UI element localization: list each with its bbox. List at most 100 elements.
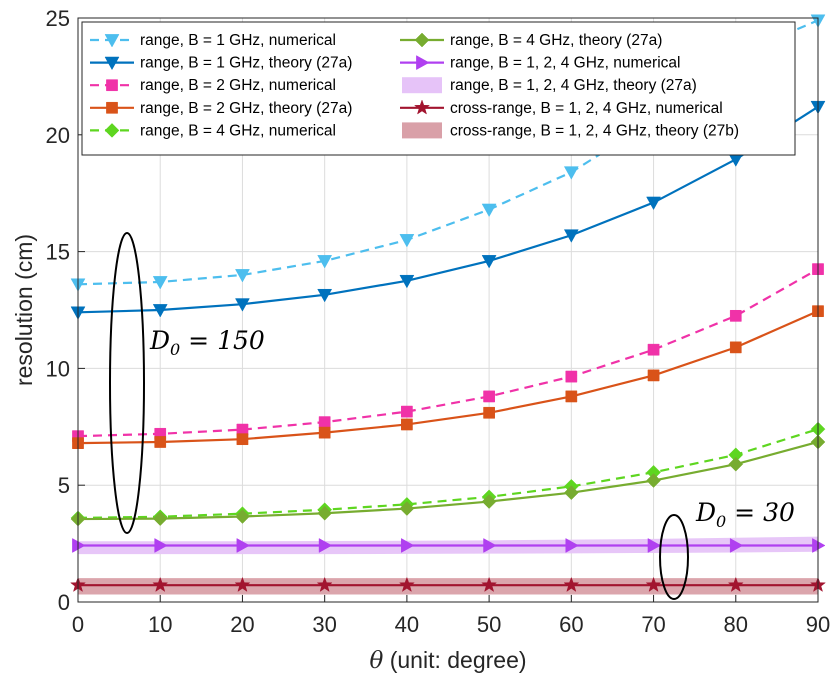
series-3-marker-6 <box>565 390 578 403</box>
series-5-marker-3 <box>317 505 333 521</box>
series-5 <box>70 434 826 527</box>
series-6-marker-8 <box>729 538 744 553</box>
y-tick-label-4: 20 <box>46 123 70 148</box>
x-tick-label-0: 0 <box>72 612 84 637</box>
legend-entry-6: range, B = 1, 2, 4 GHz, numerical <box>400 55 680 72</box>
series-5-marker-2 <box>235 509 250 524</box>
series-3-marker-2 <box>236 433 249 446</box>
annotation-d0-30-eq: = <box>726 498 763 527</box>
series-6-marker-9 <box>812 538 826 553</box>
series-0-marker-6 <box>563 166 579 180</box>
series-3-marker-5 <box>483 406 495 419</box>
legend-entry-9: cross-range, B = 1, 2, 4 GHz, theory (27… <box>402 122 739 139</box>
series-5-marker-6 <box>563 485 579 501</box>
legend-entry-7: range, B = 1, 2, 4 GHz, theory (27a) <box>402 77 697 94</box>
x-tick-label-7: 70 <box>641 612 665 637</box>
legend-label-5: range, B = 4 GHz, theory (27a) <box>450 32 662 49</box>
x-tick-label-2: 20 <box>230 612 254 637</box>
legend-marker-3 <box>106 101 118 114</box>
series-0-marker-2 <box>235 269 250 283</box>
y-tick-label-5: 25 <box>46 6 70 31</box>
series-4-line <box>77 428 819 520</box>
series-1-marker-4 <box>399 274 415 289</box>
annotation-d0-30: D0 = 30 <box>695 498 795 531</box>
series-5-marker-4 <box>399 501 415 516</box>
annotation-d0-30-symbol: D <box>695 498 716 527</box>
series-6-marker-2 <box>236 538 250 553</box>
series-8-marker-2 <box>234 576 251 593</box>
x-tick-label-3: 30 <box>312 612 336 637</box>
legend-label-2: range, B = 2 GHz, numerical <box>140 77 336 94</box>
series-3-marker-3 <box>318 426 331 439</box>
series-3-marker-4 <box>401 418 413 431</box>
legend-entry-2: range, B = 2 GHz, numerical <box>90 77 336 94</box>
ellipse-d0-30 <box>659 514 689 600</box>
series-8-marker-1 <box>152 576 169 593</box>
series-5-marker-5 <box>481 494 497 509</box>
series-3-marker-8 <box>729 341 742 354</box>
legend-entry-3: range, B = 2 GHz, theory (27a) <box>90 100 352 117</box>
legend: range, B = 1 GHz, numerical range, B = 1 … <box>81 21 796 156</box>
legend-entry-0: range, B = 1 GHz, numerical <box>90 32 336 49</box>
legend-marker-1 <box>104 56 120 71</box>
series-1-marker-2 <box>235 298 250 312</box>
annotation-d0-150-symbol: D <box>149 326 170 355</box>
x-tick-label-1: 10 <box>148 612 172 637</box>
series-8-marker-4 <box>398 576 415 593</box>
legend-label-9: cross-range, B = 1, 2, 4 GHz, theory (27… <box>450 122 739 139</box>
series-3-marker-1 <box>154 436 167 448</box>
annotation-d0-150-eq: = <box>180 326 217 355</box>
x-axis-label: θ (unit: degree) <box>369 647 526 674</box>
series-6-marker-7 <box>647 538 662 553</box>
series-0-marker-5 <box>481 203 497 218</box>
legend-marker-8 <box>413 99 431 115</box>
series-1-marker-6 <box>563 229 579 243</box>
legend-marker-6 <box>416 55 430 71</box>
legend-marker-0 <box>104 34 120 48</box>
annotation-d0-150-sub: 0 <box>170 340 180 359</box>
series-8-marker-8 <box>727 576 744 593</box>
legend-label-6: range, B = 1, 2, 4 GHz, numerical <box>450 55 680 72</box>
x-axis-label-unit: (unit: degree) <box>383 647 526 673</box>
x-tick-label-6: 60 <box>559 612 583 637</box>
series-0-marker-4 <box>399 234 415 248</box>
series-8-marker-7 <box>645 576 662 593</box>
series-6-marker-4 <box>401 538 415 553</box>
legend-label-3: range, B = 2 GHz, theory (27a) <box>140 100 352 117</box>
legend-label-8: cross-range, B = 1, 2, 4 GHz, numerical <box>450 100 723 117</box>
series-2-marker-4 <box>401 405 413 418</box>
series-2-marker-5 <box>483 390 495 403</box>
ellipse-d0-150 <box>109 232 145 534</box>
x-axis-label-theta: θ <box>369 648 383 674</box>
x-tick-label-4: 40 <box>395 612 419 637</box>
series-6-marker-5 <box>483 538 497 553</box>
legend-marker-4 <box>104 123 120 138</box>
series-2-marker-8 <box>729 309 742 322</box>
band-series-9 <box>78 578 818 595</box>
axis-ticks: 0 10 20 30 40 50 60 70 80 90 0 5 10 15 20 25 <box>46 6 830 637</box>
x-tick-label-5: 50 <box>477 612 501 637</box>
series-1-marker-7 <box>646 196 661 211</box>
plot-frame <box>77 17 819 603</box>
legend-marker-5 <box>414 32 430 48</box>
series-2-marker-7 <box>647 343 660 356</box>
series-1-line <box>77 105 819 314</box>
series-1-marker-5 <box>481 255 497 269</box>
legend-entry-1: range, B = 1 GHz, theory (27a) <box>90 55 352 72</box>
legend-swatch-7 <box>402 77 442 94</box>
series-0-marker-1 <box>152 276 168 290</box>
x-tick-label-9: 90 <box>806 612 830 637</box>
series-5-marker-8 <box>728 456 744 472</box>
series-6-marker-1 <box>154 538 168 553</box>
y-axis-label: resolution (cm) <box>11 234 37 386</box>
series-3-marker-7 <box>647 369 660 382</box>
annotation-d0-150: D0 = 150 <box>149 326 265 359</box>
series-8-marker-3 <box>316 576 333 593</box>
series-6 <box>72 538 826 553</box>
series-6-marker-3 <box>318 538 333 553</box>
legend-label-7: range, B = 1, 2, 4 GHz, theory (27a) <box>450 77 697 94</box>
x-tick-label-8: 80 <box>724 612 748 637</box>
series-8-marker-6 <box>563 576 580 593</box>
legend-label-0: range, B = 1 GHz, numerical <box>140 32 336 49</box>
series-5-marker-7 <box>646 473 661 488</box>
